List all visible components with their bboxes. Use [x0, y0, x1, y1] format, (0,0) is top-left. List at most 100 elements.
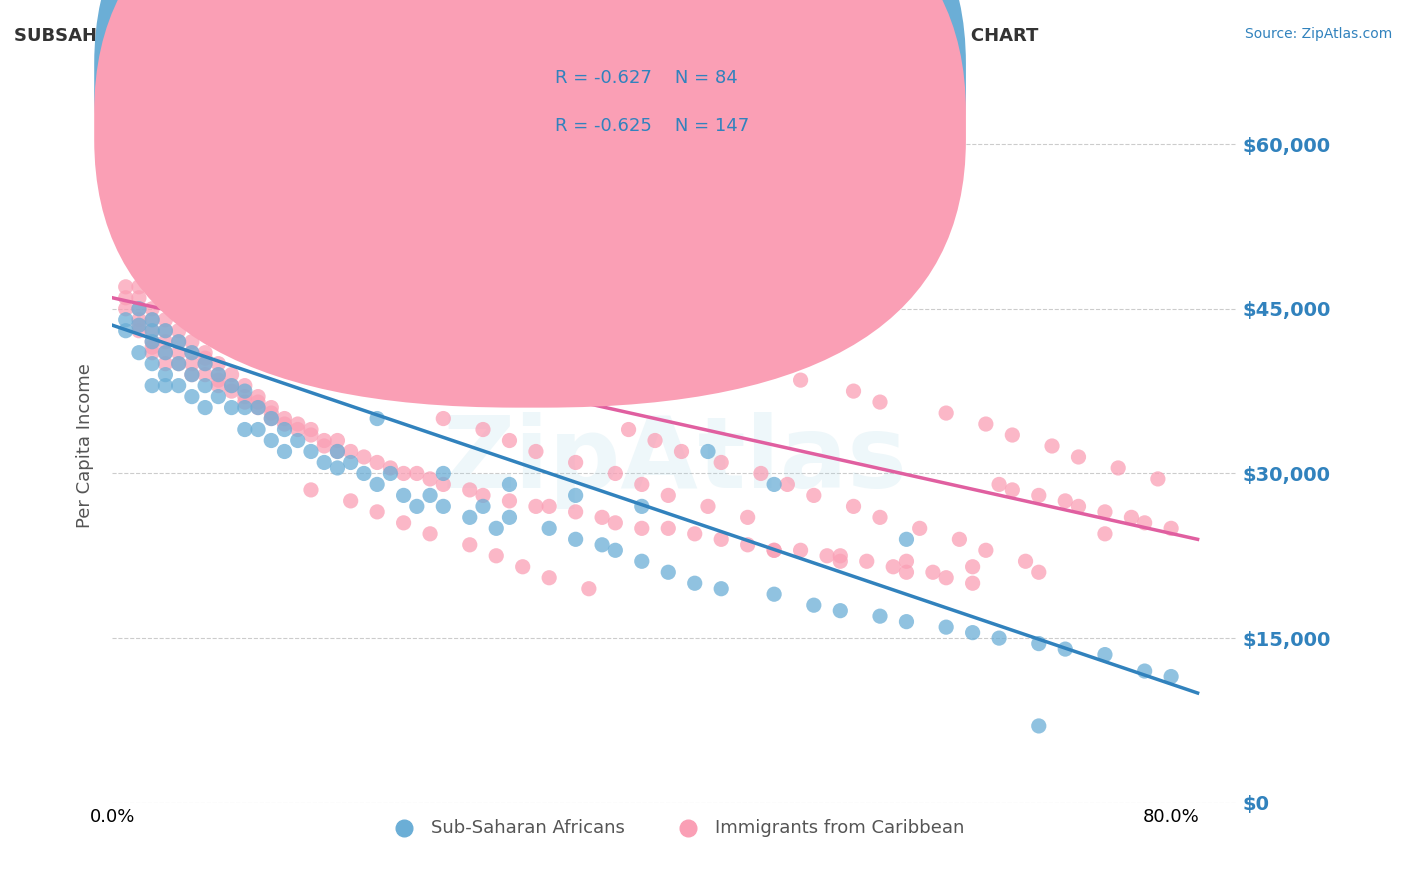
Point [233, 395, 256, 409]
Point [789, 373, 811, 387]
Point [194, 368, 217, 382]
Point [683, 576, 706, 591]
Point [141, 340, 163, 354]
Point [737, 538, 759, 552]
Point [114, 280, 136, 294]
Point [630, 554, 652, 568]
Point [538, 500, 561, 514]
Point [167, 324, 190, 338]
Point [128, 318, 150, 333]
Point [233, 401, 256, 415]
Point [697, 500, 720, 514]
Point [1094, 526, 1116, 541]
Point [644, 434, 666, 448]
Point [339, 494, 361, 508]
Point [458, 483, 481, 497]
Point [207, 368, 229, 382]
Point [591, 510, 613, 524]
Point [233, 390, 256, 404]
Point [180, 345, 202, 359]
Point [326, 434, 349, 448]
Point [948, 533, 970, 547]
Point [141, 345, 163, 359]
Point [564, 455, 586, 469]
Point [326, 461, 349, 475]
Point [366, 505, 388, 519]
Point [419, 472, 441, 486]
Point [353, 467, 375, 481]
Point [392, 516, 415, 530]
Point [472, 500, 495, 514]
Point [697, 444, 720, 458]
Point [485, 549, 508, 563]
Point [591, 538, 613, 552]
Point [194, 401, 217, 415]
Point [1001, 483, 1024, 497]
Point [564, 533, 586, 547]
Point [974, 543, 997, 558]
Point [141, 324, 163, 338]
Point [763, 587, 786, 601]
Point [605, 516, 627, 530]
Point [233, 378, 256, 392]
Point [233, 423, 256, 437]
Point [221, 401, 243, 415]
Point [299, 423, 322, 437]
Point [988, 631, 1011, 645]
Point [314, 455, 336, 469]
Point [498, 434, 520, 448]
Point [141, 378, 163, 392]
Text: ZipAtlas: ZipAtlas [443, 412, 907, 508]
Point [776, 477, 799, 491]
Point [273, 444, 295, 458]
Point [962, 576, 984, 591]
Point [432, 467, 454, 481]
Point [314, 439, 336, 453]
Point [578, 582, 600, 596]
Point [498, 510, 520, 524]
Point [260, 434, 283, 448]
Point [1160, 521, 1182, 535]
Point [683, 526, 706, 541]
Point [763, 477, 786, 491]
Point [1107, 461, 1129, 475]
Point [366, 477, 388, 491]
Point [882, 559, 904, 574]
Point [114, 324, 136, 338]
Point [405, 467, 427, 481]
Text: R = -0.627    N = 84: R = -0.627 N = 84 [555, 69, 738, 87]
Point [962, 559, 984, 574]
Point [260, 411, 283, 425]
Point [1133, 516, 1156, 530]
Point [763, 543, 786, 558]
Point [392, 467, 415, 481]
Point [247, 395, 270, 409]
Point [1028, 566, 1050, 580]
Point [167, 357, 190, 371]
Point [233, 384, 256, 398]
Point [498, 494, 520, 508]
Legend: Sub-Saharan Africans, Immigrants from Caribbean: Sub-Saharan Africans, Immigrants from Ca… [378, 812, 972, 844]
Point [114, 301, 136, 316]
Point [207, 368, 229, 382]
Point [1067, 500, 1090, 514]
Point [299, 483, 322, 497]
Point [287, 417, 309, 431]
Point [869, 609, 891, 624]
Point [472, 423, 495, 437]
Point [988, 477, 1011, 491]
Point [803, 598, 825, 612]
Point [1028, 637, 1050, 651]
Point [287, 434, 309, 448]
Point [114, 291, 136, 305]
Point [141, 301, 163, 316]
Point [710, 533, 733, 547]
Point [180, 357, 202, 371]
Point [155, 324, 177, 338]
Point [524, 500, 547, 514]
Point [194, 351, 217, 366]
Point [194, 345, 217, 359]
Point [1054, 494, 1077, 508]
Text: SUBSAHARAN AFRICAN VS IMMIGRANTS FROM CARIBBEAN PER CAPITA INCOME CORRELATION CH: SUBSAHARAN AFRICAN VS IMMIGRANTS FROM CA… [14, 27, 1039, 45]
Point [180, 345, 202, 359]
